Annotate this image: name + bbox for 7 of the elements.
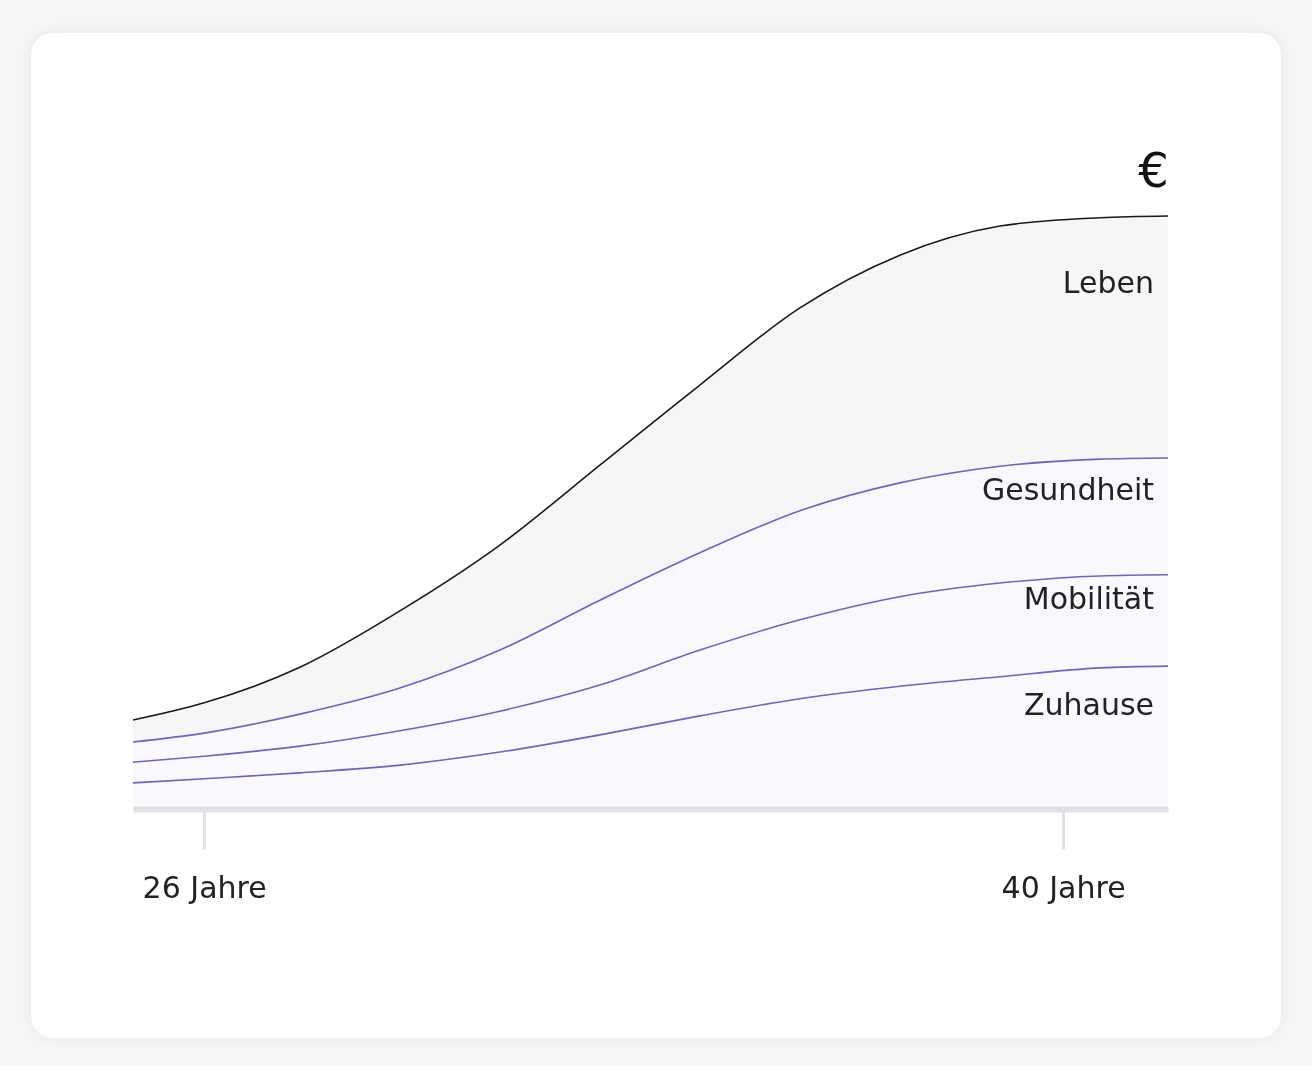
- y-axis-title: €: [1138, 142, 1169, 199]
- series-label: Gesundheit: [982, 471, 1155, 507]
- series-label: Leben: [1062, 264, 1154, 300]
- series-label: Mobilität: [1023, 581, 1155, 617]
- series-label: Zuhause: [1023, 687, 1154, 723]
- x-tick-label: 40 Jahre: [1001, 869, 1126, 905]
- x-tick-label: 26 Jahre: [142, 869, 267, 905]
